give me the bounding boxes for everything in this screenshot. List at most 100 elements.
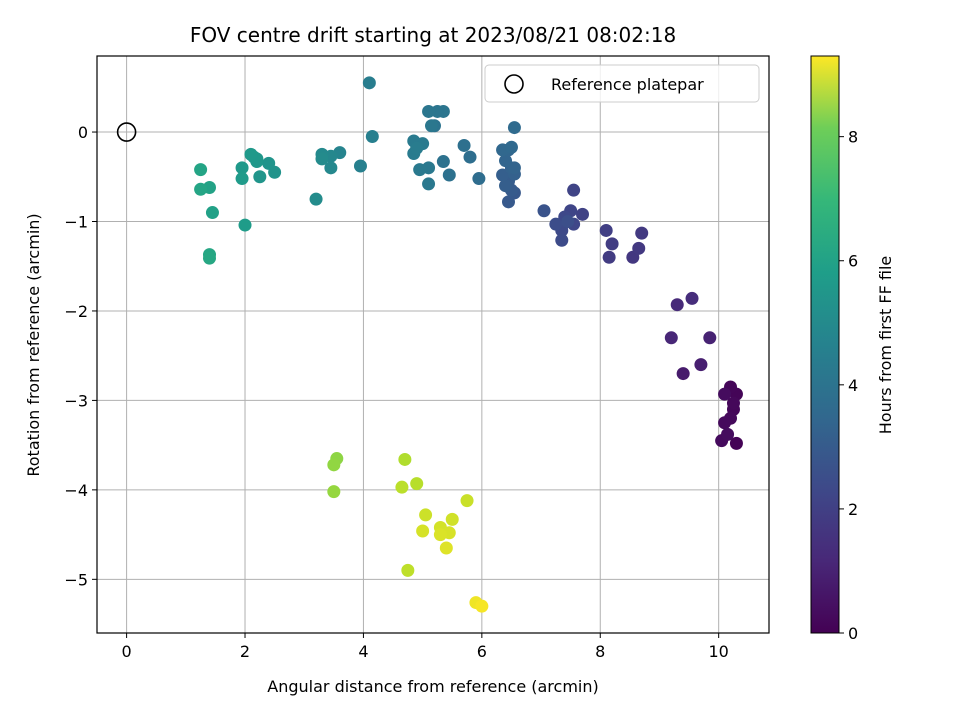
data-point	[507, 161, 521, 175]
data-point	[501, 195, 515, 209]
data-point	[726, 396, 740, 410]
data-point	[425, 119, 439, 133]
data-point	[253, 170, 267, 184]
data-point	[327, 458, 341, 472]
colorbar-ticks: 0 2 4 6 8	[839, 128, 858, 643]
data-point	[460, 494, 474, 508]
colorbar-tick-label: 0	[848, 624, 858, 643]
colorbar-tick-label: 6	[848, 252, 858, 271]
data-point	[718, 416, 732, 430]
data-point	[410, 141, 424, 155]
data-point	[324, 161, 338, 175]
data-point	[537, 204, 551, 218]
chart-title: FOV centre drift starting at 2023/08/21 …	[190, 23, 676, 47]
data-point	[430, 104, 444, 118]
data-points	[194, 76, 743, 613]
data-point	[499, 154, 513, 168]
colorbar-label: Hours from first FF file	[876, 256, 895, 435]
data-point	[499, 179, 513, 193]
y-tick-label: −1	[64, 212, 88, 231]
data-point	[602, 250, 616, 264]
data-point	[472, 172, 486, 186]
colorbar-tick-label: 8	[848, 128, 858, 147]
data-point	[670, 298, 684, 312]
data-point	[694, 358, 708, 372]
data-point	[362, 76, 376, 90]
reference-platepar-marker	[116, 122, 137, 142]
y-tick-label: −5	[64, 570, 88, 589]
data-point	[561, 214, 575, 228]
y-tick-label: −4	[64, 481, 88, 500]
y-axis-title: Rotation from reference (arcmin)	[24, 213, 43, 476]
x-tick-label: 4	[358, 642, 368, 661]
data-point	[327, 485, 341, 499]
data-point	[567, 183, 581, 197]
data-point	[410, 477, 424, 491]
colorbar: 0 2 4 6 8 Hours from first FF file	[810, 55, 895, 643]
data-point	[422, 177, 436, 191]
data-point	[398, 452, 412, 466]
data-point	[605, 237, 619, 251]
plot-frame	[96, 55, 770, 634]
data-point	[419, 508, 433, 522]
data-point	[353, 159, 367, 173]
y-tick-label: −3	[64, 391, 88, 410]
data-point	[504, 140, 518, 154]
data-point	[413, 163, 427, 177]
data-point	[445, 512, 459, 526]
data-point	[463, 150, 477, 164]
colorbar-tick-label: 4	[848, 376, 858, 395]
legend-box	[484, 64, 760, 103]
data-point	[549, 217, 563, 231]
x-axis-ticks: 0 2 4 6 8 10	[122, 633, 729, 661]
data-point	[262, 156, 276, 170]
colorbar-gradient	[810, 55, 840, 634]
data-point	[718, 387, 732, 401]
data-point	[729, 436, 743, 450]
data-point	[194, 182, 208, 196]
data-point	[507, 121, 521, 135]
data-point	[575, 207, 589, 221]
y-axis-ticks: 0 −1 −2 −3 −4 −5	[64, 123, 97, 589]
data-point	[433, 528, 447, 542]
data-point	[475, 599, 489, 613]
data-point	[244, 147, 258, 161]
data-point	[457, 138, 471, 152]
data-point	[205, 206, 219, 220]
data-point	[238, 218, 252, 232]
data-point	[309, 192, 323, 206]
grid	[97, 56, 769, 633]
data-point	[496, 168, 510, 182]
data-point	[632, 241, 646, 255]
x-tick-label: 6	[477, 642, 487, 661]
data-point	[202, 251, 216, 265]
data-point	[395, 480, 409, 494]
x-tick-label: 8	[595, 642, 605, 661]
data-point	[599, 223, 613, 237]
data-point	[235, 172, 249, 186]
data-point	[416, 524, 430, 538]
data-point	[703, 331, 717, 345]
colorbar-tick-label: 2	[848, 500, 858, 519]
x-tick-label: 10	[708, 642, 728, 661]
data-point	[439, 541, 453, 555]
legend-marker	[504, 74, 524, 94]
x-tick-label: 0	[122, 642, 132, 661]
x-tick-label: 2	[240, 642, 250, 661]
y-tick-label: −2	[64, 302, 88, 321]
x-axis-title: Angular distance from reference (arcmin)	[267, 677, 598, 696]
legend: Reference platepar	[484, 64, 760, 103]
data-point	[194, 163, 208, 177]
data-point	[676, 367, 690, 381]
data-point	[721, 427, 735, 441]
legend-label: Reference platepar	[551, 75, 704, 94]
data-point	[315, 152, 329, 166]
data-point	[365, 130, 379, 144]
data-point	[401, 563, 415, 577]
data-point	[635, 226, 649, 240]
data-point	[436, 155, 450, 169]
data-point	[442, 168, 456, 182]
data-point	[422, 104, 436, 118]
data-point	[555, 233, 569, 247]
